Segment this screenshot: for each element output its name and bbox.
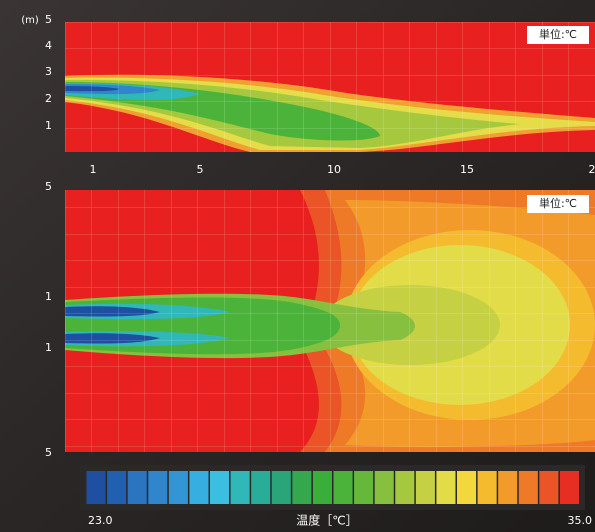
colorbar-swatch: [189, 471, 209, 504]
colorbar-swatch: [498, 471, 518, 504]
y-tick-label: 1: [45, 290, 52, 303]
colorbar-swatch: [312, 471, 332, 504]
colorbar-swatch: [333, 471, 353, 504]
colorbar-swatch: [518, 471, 538, 504]
colorbar-swatch: [436, 471, 456, 504]
unit-box: [527, 26, 589, 44]
y-tick-label: 5: [45, 180, 52, 193]
colorbar-swatch: [168, 471, 188, 504]
colorbar-title: 温度［℃］: [296, 513, 357, 528]
colorbar-swatch: [148, 471, 168, 504]
colorbar-swatch: [251, 471, 271, 504]
x-tick-label: 1: [90, 163, 97, 176]
colorbar-swatch: [457, 471, 477, 504]
y-tick-label: 1: [45, 341, 52, 354]
colorbar-swatch: [559, 471, 579, 504]
unit-label: 単位:℃: [539, 196, 577, 210]
colorbar-swatch: [210, 471, 230, 504]
colorbar-swatch: [539, 471, 559, 504]
colorbar-swatch: [107, 471, 127, 504]
colorbar-swatch: [374, 471, 394, 504]
x-tick-label: 15: [460, 163, 474, 176]
y-tick-label: 3: [45, 65, 52, 78]
colorbar-swatch: [230, 471, 250, 504]
colorbar-swatch: [354, 471, 374, 504]
y-axis-unit: (m): [21, 15, 39, 26]
y-tick-label: 2: [45, 92, 52, 105]
y-tick-label: 5: [45, 446, 52, 459]
unit-box: [527, 195, 589, 213]
top-contour: [65, 22, 595, 152]
colorbar-swatch: [86, 471, 106, 504]
bottom-contour: [65, 190, 595, 452]
x-tick-label: 5: [197, 163, 204, 176]
x-tick-label: 10: [327, 163, 341, 176]
colorbar-swatch: [415, 471, 435, 504]
y-tick-label: 1: [45, 119, 52, 132]
colorbar-swatch: [395, 471, 415, 504]
colorbar-max: 35.0: [568, 514, 593, 527]
y-tick-label: 5: [45, 13, 52, 26]
colorbar-swatch: [477, 471, 497, 504]
colorbar-swatch: [292, 471, 312, 504]
colorbar-min: 23.0: [88, 514, 113, 527]
x-tick-label: 2: [589, 163, 595, 176]
colorbar-swatch: [271, 471, 291, 504]
colorbar-swatch: [127, 471, 147, 504]
unit-label: 単位:℃: [539, 27, 577, 41]
y-tick-label: 4: [45, 39, 52, 52]
